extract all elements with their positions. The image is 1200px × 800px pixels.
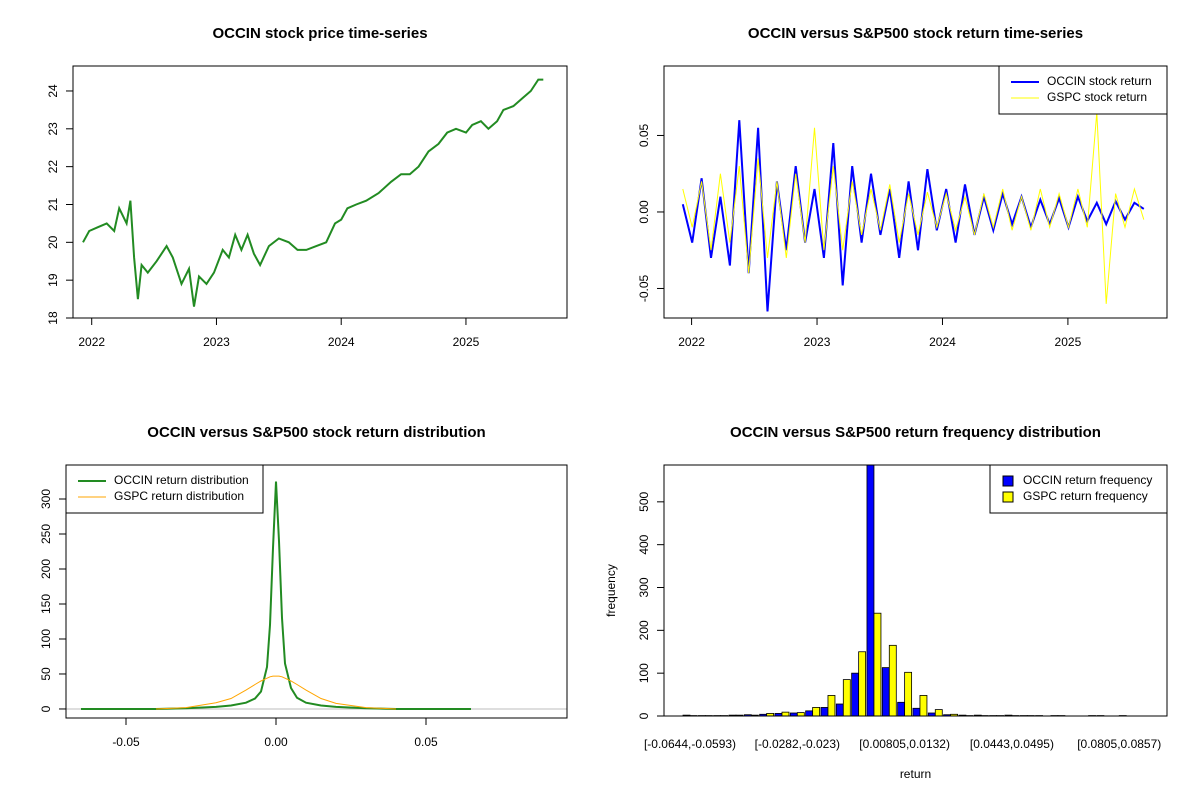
y-tick-label: 500 xyxy=(637,492,651,512)
bar xyxy=(873,612,882,716)
y-tick-label: 18 xyxy=(46,311,60,325)
bar xyxy=(805,710,814,716)
bar xyxy=(912,707,921,716)
y-tick-label: 50 xyxy=(39,667,53,681)
legend-box xyxy=(65,464,264,514)
bar xyxy=(858,651,867,716)
y-tick-label: 400 xyxy=(637,534,651,554)
x-tick-label: 2024 xyxy=(328,335,355,349)
y-tick-label: 0 xyxy=(39,705,53,712)
x-axis-label: return xyxy=(900,767,931,781)
x-tick-label: 0.00 xyxy=(264,735,288,749)
x-tick-label: 2022 xyxy=(678,335,705,349)
legend-swatch xyxy=(1002,475,1014,487)
y-tick-label: 100 xyxy=(637,663,651,683)
x-tick-label: -0.05 xyxy=(112,735,140,749)
chart-title: OCCIN versus S&P500 stock return time-se… xyxy=(748,25,1083,42)
bar xyxy=(851,672,860,716)
series-line xyxy=(81,481,471,710)
bar xyxy=(866,465,875,716)
y-tick-label: 22 xyxy=(46,160,60,174)
series-line xyxy=(82,78,544,307)
x-tick-label: [-0.0282,-0.023) xyxy=(755,737,840,751)
bar xyxy=(934,709,943,716)
series-line xyxy=(682,112,1145,304)
legend-label: GSPC return distribution xyxy=(114,489,244,503)
bar xyxy=(781,711,790,716)
legend-box xyxy=(998,65,1168,115)
x-tick-label: 2022 xyxy=(78,335,105,349)
chart-title: OCCIN stock price time-series xyxy=(212,25,427,42)
y-tick-label: 0 xyxy=(637,712,651,719)
bar xyxy=(796,712,805,716)
legend-box xyxy=(989,464,1168,514)
y-tick-label: 250 xyxy=(39,524,53,544)
plot-frame xyxy=(663,65,1168,319)
y-tick-label: -0.05 xyxy=(637,274,651,302)
y-tick-label: 150 xyxy=(39,594,53,614)
x-tick-label: [-0.0644,-0.0593) xyxy=(644,737,736,751)
x-tick-label: 2025 xyxy=(1055,335,1082,349)
bar xyxy=(904,671,913,716)
y-tick-label: 24 xyxy=(46,84,60,98)
y-axis-label: frequency xyxy=(604,564,618,617)
plot-frame xyxy=(65,464,568,719)
y-tick-label: 200 xyxy=(637,620,651,640)
bar xyxy=(827,695,836,716)
x-tick-label: [0.0443,0.0495) xyxy=(970,737,1054,751)
bar xyxy=(835,703,844,716)
x-tick-label: 2023 xyxy=(203,335,230,349)
x-tick-label: [0.00805,0.0132) xyxy=(859,737,950,751)
legend-label: OCCIN return frequency xyxy=(1023,473,1152,487)
legend-label: GSPC return frequency xyxy=(1023,489,1148,503)
plot-frame xyxy=(72,65,568,319)
x-tick-label: 2025 xyxy=(453,335,480,349)
bar xyxy=(842,679,851,716)
bar xyxy=(812,707,821,716)
legend-label: OCCIN stock return xyxy=(1047,74,1152,88)
y-tick-label: 23 xyxy=(46,122,60,136)
bar xyxy=(766,713,775,716)
legend-swatch xyxy=(1002,491,1014,503)
legend-label: GSPC stock return xyxy=(1047,90,1147,104)
x-tick-label: 2023 xyxy=(804,335,831,349)
x-tick-label: 2024 xyxy=(929,335,956,349)
y-tick-label: 21 xyxy=(46,197,60,211)
x-tick-label: [0.0805,0.0857) xyxy=(1077,737,1161,751)
y-tick-label: 300 xyxy=(39,489,53,509)
y-tick-label: 19 xyxy=(46,273,60,287)
bar xyxy=(888,644,897,716)
bar xyxy=(820,707,829,716)
chart-title: OCCIN versus S&P500 stock return distrib… xyxy=(147,424,485,441)
y-tick-label: 0.05 xyxy=(637,123,651,147)
y-tick-label: 100 xyxy=(39,629,53,649)
bar xyxy=(919,695,928,716)
x-tick-label: 0.05 xyxy=(414,735,438,749)
bar xyxy=(881,667,890,716)
series-line xyxy=(155,675,397,710)
y-tick-label: 200 xyxy=(39,559,53,579)
bar xyxy=(897,701,906,716)
chart-title: OCCIN versus S&P500 return frequency dis… xyxy=(730,424,1101,441)
y-tick-label: 20 xyxy=(46,235,60,249)
plot-frame xyxy=(663,464,1168,717)
legend-label: OCCIN return distribution xyxy=(114,473,249,487)
y-tick-label: 0.00 xyxy=(637,200,651,224)
y-tick-label: 300 xyxy=(637,577,651,597)
